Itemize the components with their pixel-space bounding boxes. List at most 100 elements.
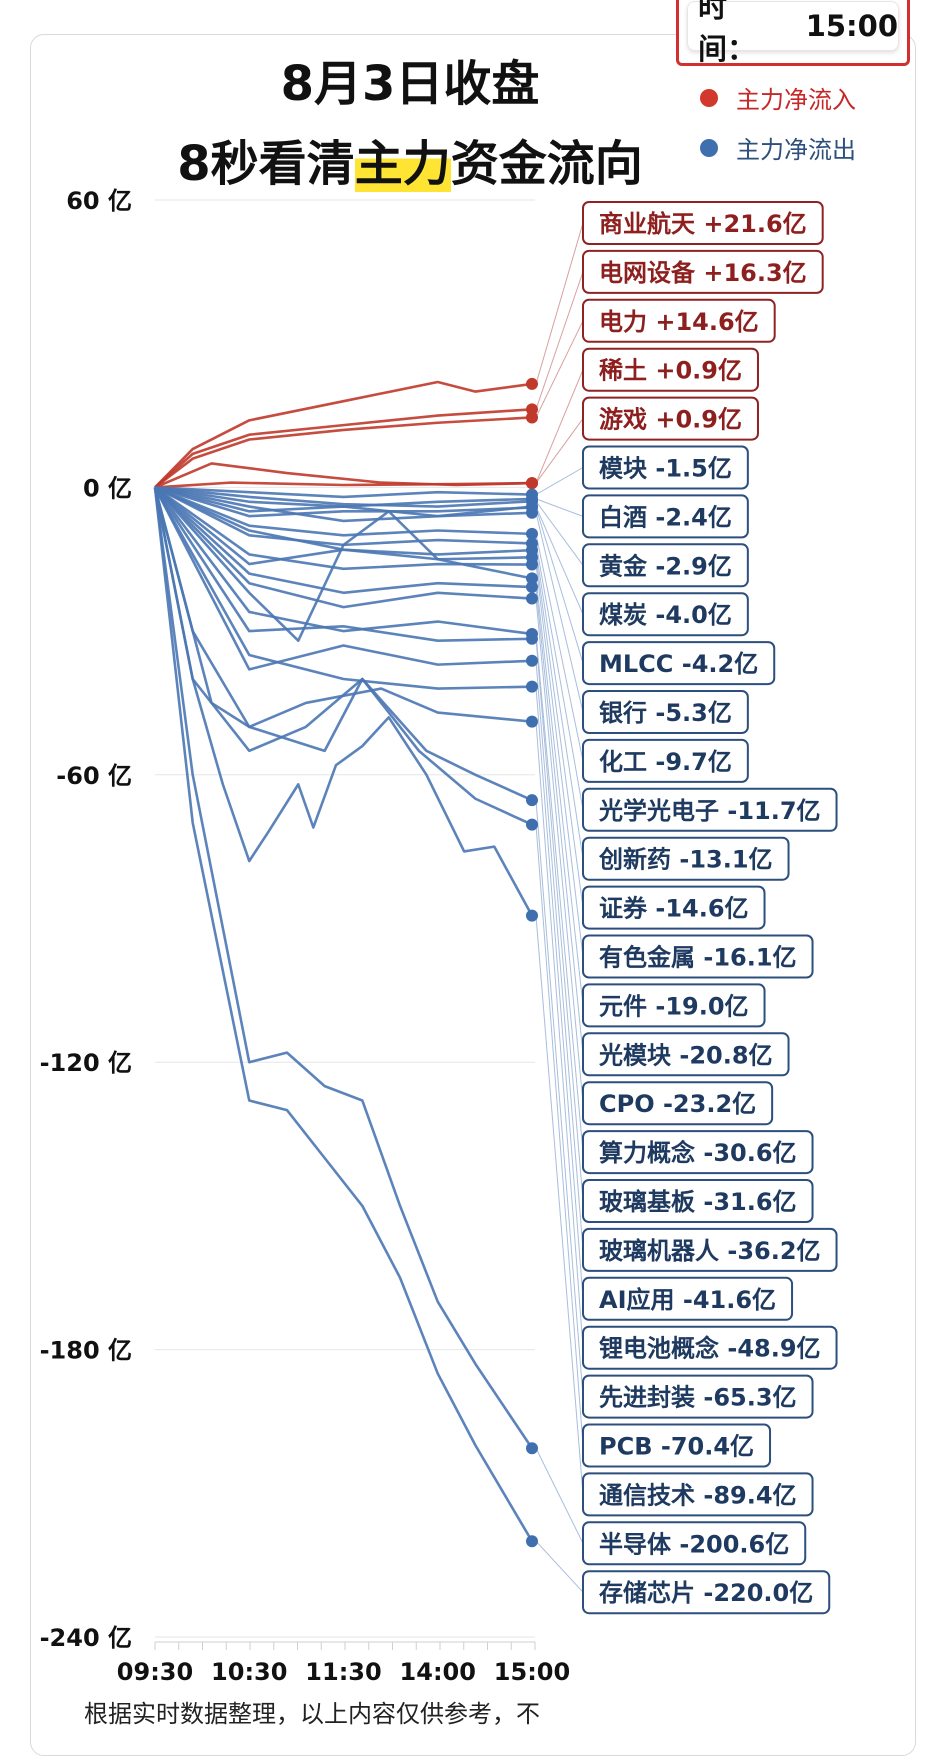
series-line-9 bbox=[154, 486, 533, 518]
connector-21 bbox=[535, 638, 584, 1202]
series-line-29 bbox=[153, 487, 534, 1542]
label-13: 光学光电子 -11.7亿 bbox=[582, 787, 838, 832]
title-line-2: 8秒看清主力资金流向 bbox=[0, 124, 820, 194]
label-2: 电网设备 +16.3亿 bbox=[582, 249, 824, 294]
label-box-23 bbox=[582, 1276, 794, 1321]
label-12: 化工 -9.7亿 bbox=[582, 738, 749, 783]
legend-inflow-label: 主力净流入 bbox=[736, 86, 856, 114]
label-25: 先进封装 -65.3亿 bbox=[582, 1374, 814, 1419]
label-box-14 bbox=[582, 836, 790, 881]
label-box-1 bbox=[582, 201, 824, 245]
label-box-10 bbox=[582, 641, 776, 686]
label-box-26 bbox=[582, 1423, 772, 1468]
label-9: 煤炭 -4.0亿 bbox=[582, 592, 749, 637]
time-box: 时间： 15:00 bbox=[676, 0, 910, 66]
connector-18 bbox=[535, 586, 584, 1055]
label-text-25: 先进封装 -65.3亿 bbox=[599, 1384, 797, 1412]
label-text-26: PCB -70.4亿 bbox=[599, 1433, 754, 1461]
end-point-23 bbox=[526, 680, 538, 693]
label-24: 锂电池概念 -48.9亿 bbox=[582, 1325, 838, 1370]
label-27: 通信技术 -89.4亿 bbox=[582, 1472, 814, 1517]
connector-29 bbox=[535, 1540, 584, 1593]
connector-24 bbox=[535, 721, 584, 1348]
footer-note: 根据实时数据整理，以上内容仅供参考，不 bbox=[84, 1700, 540, 1728]
end-point-16 bbox=[526, 558, 538, 571]
connector-17 bbox=[535, 578, 584, 1006]
label-text-6: 模块 -1.5亿 bbox=[599, 455, 732, 483]
label-text-19: CPO -23.2亿 bbox=[599, 1090, 756, 1118]
label-text-5: 游戏 +0.9亿 bbox=[599, 406, 742, 434]
label-8: 黄金 -2.9亿 bbox=[582, 543, 749, 588]
connector-20 bbox=[535, 633, 584, 1153]
label-text-15: 证券 -14.6亿 bbox=[599, 895, 749, 923]
connector-11 bbox=[535, 512, 584, 713]
connector-23 bbox=[535, 686, 584, 1299]
series-line-27 bbox=[153, 487, 534, 917]
connector-14 bbox=[535, 550, 584, 859]
label-box-16 bbox=[582, 934, 814, 979]
x-axis: 09:30 10:30 11:30 14:00 15:00 bbox=[117, 1641, 570, 1686]
end-point-5 bbox=[526, 477, 538, 490]
label-text-20: 算力概念 -30.6亿 bbox=[599, 1139, 797, 1167]
series-line-26 bbox=[153, 487, 533, 826]
label-box-25 bbox=[582, 1374, 814, 1419]
label-box-9 bbox=[582, 592, 749, 637]
label-box-19 bbox=[582, 1081, 774, 1126]
time-display: 时间： 15:00 bbox=[687, 0, 899, 66]
series-line-20 bbox=[153, 486, 533, 636]
label-text-29: 存储芯片 -220.0亿 bbox=[599, 1579, 813, 1607]
title-highlight: 主力 bbox=[354, 136, 451, 192]
connector-12 bbox=[535, 533, 584, 762]
label-text-27: 通信技术 -89.4亿 bbox=[599, 1481, 797, 1509]
connector-8 bbox=[535, 500, 584, 566]
title-line-2-pre: 8秒看清 bbox=[177, 136, 355, 192]
label-text-10: MLCC -4.2亿 bbox=[599, 650, 758, 678]
series-line-10 bbox=[154, 486, 533, 518]
label-text-14: 创新药 -13.1亿 bbox=[598, 846, 773, 874]
series-line-12 bbox=[154, 486, 533, 537]
connector-9 bbox=[535, 506, 584, 615]
label-text-7: 白酒 -2.4亿 bbox=[599, 503, 732, 531]
connector-1 bbox=[535, 222, 584, 385]
label-text-4: 稀土 +0.9亿 bbox=[599, 357, 742, 385]
end-point-19 bbox=[526, 592, 538, 605]
label-28: 半导体 -200.6亿 bbox=[582, 1521, 807, 1566]
x-tick-label: 15:00 bbox=[494, 1658, 570, 1686]
title-line-2-post: 资金流向 bbox=[450, 136, 643, 192]
title-line-1: 8月3日收盘 bbox=[280, 56, 540, 112]
end-point-1 bbox=[526, 377, 538, 390]
series-line-5 bbox=[154, 481, 533, 489]
label-box-22 bbox=[582, 1227, 838, 1272]
series-line-6 bbox=[154, 486, 533, 499]
connector-7 bbox=[535, 498, 584, 517]
connector-27 bbox=[535, 915, 584, 1495]
series-line-23 bbox=[153, 486, 533, 690]
label-box-4 bbox=[582, 347, 759, 392]
label-18: 光模块 -20.8亿 bbox=[582, 1032, 790, 1077]
y-tick-label: -60 亿 bbox=[56, 762, 132, 790]
label-box-21 bbox=[582, 1179, 814, 1223]
grid bbox=[155, 199, 535, 1638]
label-text-24: 锂电池概念 -48.9亿 bbox=[599, 1335, 821, 1363]
connector-25 bbox=[535, 800, 584, 1397]
end-point-28 bbox=[526, 1442, 538, 1455]
x-tick-label: 11:30 bbox=[305, 1658, 381, 1686]
label-box-8 bbox=[582, 543, 749, 588]
end-point-26 bbox=[526, 818, 538, 831]
connector-28 bbox=[535, 1448, 584, 1544]
end-point-3 bbox=[526, 411, 538, 424]
label-16: 有色金属 -16.1亿 bbox=[582, 934, 814, 979]
end-point-22 bbox=[526, 654, 538, 667]
series-line-8 bbox=[154, 486, 533, 508]
series-line-16 bbox=[154, 486, 533, 571]
series-line-3 bbox=[154, 416, 533, 489]
label-text-9: 煤炭 -4.0亿 bbox=[599, 601, 732, 629]
label-box-7 bbox=[582, 494, 749, 539]
time-value: 15:00 bbox=[805, 9, 898, 43]
label-box-5 bbox=[582, 396, 759, 441]
label-5: 游戏 +0.9亿 bbox=[582, 396, 759, 441]
label-connectors bbox=[535, 222, 584, 1593]
label-text-28: 半导体 -200.6亿 bbox=[599, 1530, 789, 1558]
label-23: AI应用 -41.6亿 bbox=[582, 1276, 794, 1321]
